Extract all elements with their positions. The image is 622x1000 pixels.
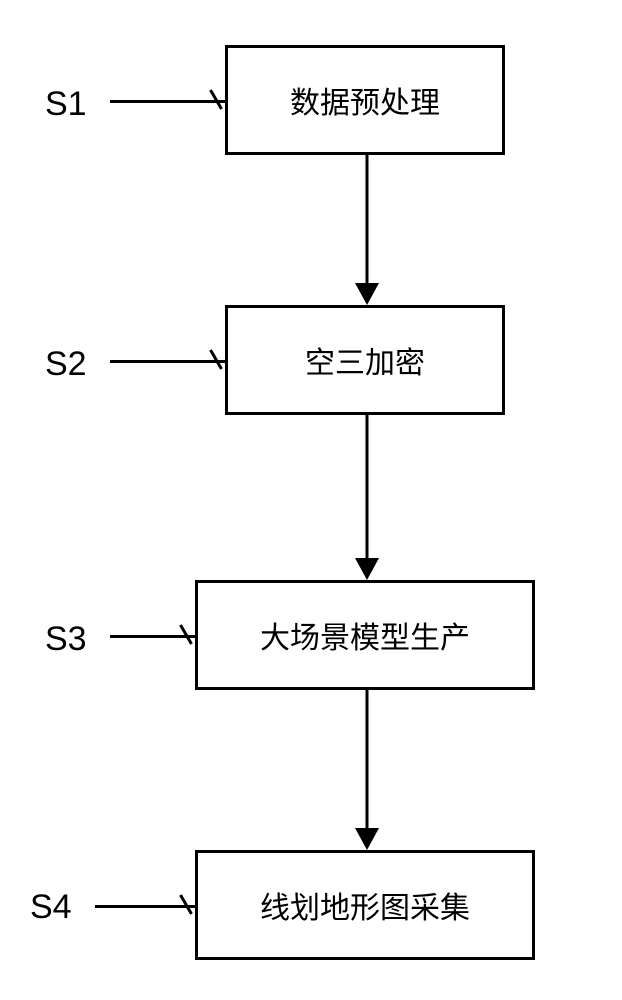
step-label-s4: S4 (30, 888, 72, 927)
flowchart-container: 数据预处理 S1 空三加密 S2 大场景模型生产 S3 线划地形图采集 S4 (0, 0, 622, 1000)
pointer-line-s4 (95, 905, 195, 908)
node-label: 线划地形图采集 (260, 883, 470, 927)
node-aerial-triangulation: 空三加密 (225, 305, 505, 415)
node-label: 数据预处理 (290, 78, 440, 122)
arrow-3 (365, 690, 368, 850)
arrow-2 (365, 415, 368, 580)
step-label-s1: S1 (45, 85, 87, 124)
step-label-s2: S2 (45, 345, 87, 384)
node-data-preprocessing: 数据预处理 (225, 45, 505, 155)
arrow-1 (365, 155, 368, 305)
pointer-line-s1 (110, 100, 225, 103)
pointer-line-s2 (110, 360, 225, 363)
node-label: 空三加密 (305, 338, 425, 382)
node-label: 大场景模型生产 (260, 613, 470, 657)
pointer-line-s3 (110, 635, 195, 638)
node-scene-model-production: 大场景模型生产 (195, 580, 535, 690)
node-line-map-collection: 线划地形图采集 (195, 850, 535, 960)
step-label-s3: S3 (45, 620, 87, 659)
